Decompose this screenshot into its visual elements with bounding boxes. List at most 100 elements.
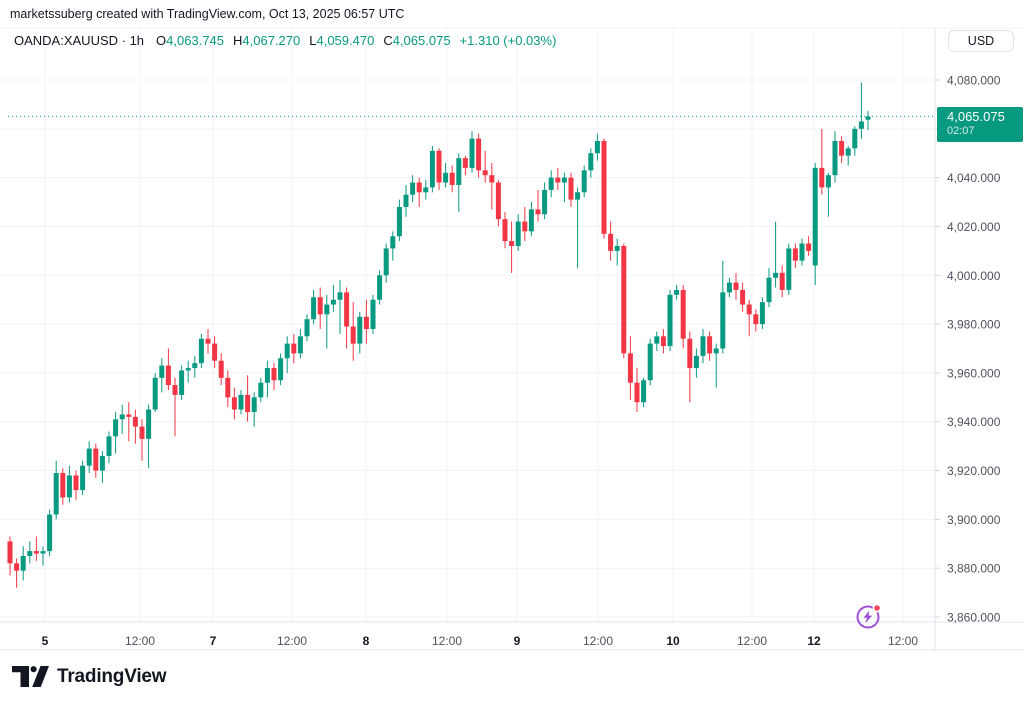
candle xyxy=(396,199,402,242)
time-tick-label: 10 xyxy=(666,634,680,648)
chart-legend: OANDA:XAUUSD · 1h O4,063.745 H4,067.270 … xyxy=(14,33,556,48)
candle xyxy=(654,331,660,351)
candle xyxy=(80,460,86,495)
candle xyxy=(423,180,429,200)
candle xyxy=(192,355,198,378)
candle xyxy=(707,331,713,361)
candle xyxy=(469,131,475,173)
candle xyxy=(231,387,237,420)
candle xyxy=(674,285,680,300)
candle xyxy=(390,231,396,261)
candle xyxy=(93,443,99,478)
candle xyxy=(337,280,343,334)
candle xyxy=(825,172,831,217)
time-tick-label: 7 xyxy=(210,634,217,648)
candle xyxy=(700,328,706,364)
time-tick-label: 12:00 xyxy=(737,634,767,648)
candle xyxy=(680,285,686,349)
candle xyxy=(733,272,739,300)
candle xyxy=(608,221,614,261)
candle xyxy=(383,243,389,283)
tradingview-logo[interactable]: TradingView xyxy=(12,666,167,688)
candle xyxy=(179,365,185,400)
candle xyxy=(436,148,442,190)
candle xyxy=(403,184,409,217)
candle xyxy=(60,468,66,505)
candle xyxy=(73,470,79,500)
candle xyxy=(271,363,277,391)
candle xyxy=(832,131,838,183)
candle xyxy=(113,411,119,454)
price-tick-label: 4,080.000 xyxy=(947,74,1001,88)
candle xyxy=(667,289,673,351)
candle xyxy=(535,189,541,222)
candle xyxy=(462,155,468,176)
candle xyxy=(581,165,587,198)
ohlc-high: H4,067.270 xyxy=(233,33,301,48)
price-tick-label: 4,000.000 xyxy=(947,269,1001,283)
candle xyxy=(225,370,231,408)
currency-button[interactable]: USD xyxy=(948,30,1014,52)
candle xyxy=(20,546,26,581)
candle xyxy=(119,404,125,434)
candle xyxy=(812,162,818,286)
time-tick-label: 12 xyxy=(807,634,821,648)
candle xyxy=(86,441,92,474)
grid xyxy=(0,27,1024,622)
candle xyxy=(858,82,864,139)
ohlc-open: O4,063.745 xyxy=(156,33,225,48)
candle xyxy=(759,297,765,329)
candle xyxy=(291,333,297,364)
candle xyxy=(641,377,647,408)
tradingview-brand-text: TradingView xyxy=(57,666,167,687)
candle xyxy=(568,172,574,207)
candle xyxy=(377,270,383,305)
candle xyxy=(713,343,719,388)
candle xyxy=(779,265,785,298)
candle xyxy=(522,206,528,242)
candle xyxy=(429,145,435,193)
candle xyxy=(502,211,508,249)
candle xyxy=(561,172,567,203)
candle xyxy=(146,404,152,469)
candle xyxy=(165,348,171,391)
candle xyxy=(410,175,416,203)
candle xyxy=(350,302,356,361)
candle xyxy=(614,238,620,266)
ohlc-low: L4,059.470 xyxy=(309,33,375,48)
time-tick-label: 12:00 xyxy=(125,634,155,648)
candle xyxy=(416,177,422,207)
candle xyxy=(476,133,482,178)
candle xyxy=(865,111,871,131)
candle xyxy=(456,153,462,212)
candle xyxy=(799,238,805,266)
candle xyxy=(660,328,666,354)
candles-series xyxy=(7,82,871,588)
candle xyxy=(740,282,746,312)
flash-icon-button[interactable] xyxy=(852,600,884,632)
candle xyxy=(264,360,270,398)
candle xyxy=(278,353,284,386)
time-axis[interactable]: 5 12:00 7 12:00 8 12:00 9 12:00 10 12:00 12 12:00 xyxy=(42,634,919,648)
candle xyxy=(575,187,581,268)
candle xyxy=(753,309,759,332)
candle xyxy=(792,243,798,268)
price-tick-label: 3,880.000 xyxy=(947,562,1001,576)
axis-separators xyxy=(0,28,1024,651)
candle xyxy=(258,377,264,403)
candle xyxy=(185,360,191,383)
price-tick-label: 3,980.000 xyxy=(947,318,1001,332)
candle xyxy=(152,372,158,412)
candle xyxy=(205,328,211,354)
current-price-label[interactable]: 4,065.075 02:07 xyxy=(937,106,1023,142)
candle xyxy=(198,333,204,369)
current-price-value: 4,065.075 xyxy=(947,108,1005,124)
candle xyxy=(238,390,244,415)
candle xyxy=(746,299,752,337)
candle xyxy=(284,336,290,373)
price-axis[interactable]: 4,080.0004,060.0004,040.0004,020.0004,00… xyxy=(935,74,1001,625)
candle xyxy=(726,277,732,298)
candle xyxy=(53,460,59,520)
candle xyxy=(245,375,251,422)
